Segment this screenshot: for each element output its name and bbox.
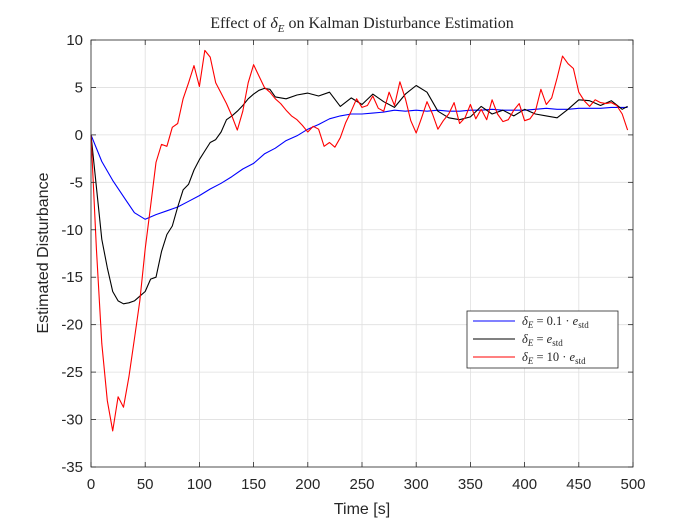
x-tick-label: 50: [137, 476, 154, 493]
x-tick-label: 300: [404, 476, 429, 493]
y-axis-label: Estimated Disturbance: [35, 172, 52, 333]
y-tick-label: -15: [61, 269, 83, 286]
legend-entry-1: δE = 0.1 · estd: [522, 314, 589, 330]
y-tick-label: -25: [61, 364, 83, 381]
x-tick-label: 450: [566, 476, 591, 493]
y-tick-label: -10: [61, 222, 83, 239]
tick-labels: 0 50 100 150 200 250 300 350 400 450 5001050-5-10-…: [61, 32, 645, 493]
y-tick-label: -5: [70, 174, 83, 191]
x-tick-label: 500: [620, 476, 645, 493]
x-tick-label: 400: [512, 476, 537, 493]
y-tick-label: 5: [75, 79, 83, 96]
y-tick-label: 0: [75, 127, 83, 144]
x-axis-label: Time [s]: [334, 501, 390, 518]
legend-entry-2: δE = estd: [522, 332, 563, 348]
series-line-blue: [90, 106, 628, 220]
y-tick-label: -35: [61, 459, 83, 476]
legend: δE = 0.1 · estd δE = estd δE = 10 · estd: [466, 310, 619, 369]
y-tick-label: -20: [61, 317, 83, 334]
series-line-black: [90, 84, 628, 305]
ticks: [90, 39, 634, 468]
x-tick-label: 200: [295, 476, 320, 493]
x-tick-label: 0: [87, 476, 95, 493]
x-tick-label: 350: [458, 476, 483, 493]
legend-entry-3: δE = 10 · estd: [522, 350, 586, 366]
series-line-red: [90, 49, 629, 432]
y-tick-label: -30: [61, 412, 83, 429]
x-tick-label: 100: [187, 476, 212, 493]
y-tick-label: 10: [66, 32, 83, 49]
x-tick-label: 250: [349, 476, 374, 493]
series-layer: [90, 49, 629, 432]
x-tick-label: 150: [241, 476, 266, 493]
chart-title: Effect of δE on Kalman Disturbance Estim…: [210, 15, 514, 35]
